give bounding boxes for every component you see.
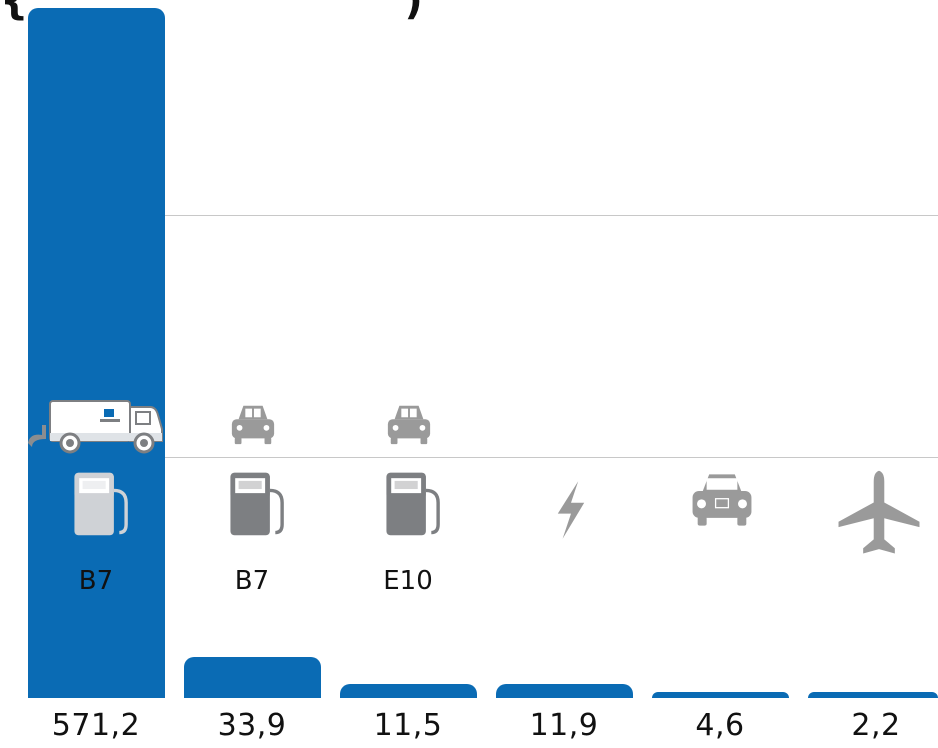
- car-icon: [387, 405, 430, 445]
- bar: [340, 684, 477, 698]
- category-label: B7: [234, 566, 270, 596]
- bar: [28, 8, 165, 698]
- value-label: 2,2: [851, 708, 901, 743]
- value-label: 11,9: [529, 708, 599, 743]
- fuel-pump-icon: [385, 472, 440, 536]
- value-label: 571,2: [51, 708, 141, 743]
- fuel-pump-icon: [229, 472, 284, 536]
- value-label: 33,9: [217, 708, 287, 743]
- category-label: E10: [383, 566, 433, 596]
- fuel-pump-icon: [73, 472, 128, 536]
- truck-icon: [28, 400, 163, 454]
- bar: [184, 657, 321, 698]
- value-label: 11,5: [373, 708, 443, 743]
- bar: [808, 692, 938, 698]
- gridline: [165, 457, 938, 458]
- airplane-icon: [838, 470, 919, 554]
- bar: [496, 684, 633, 698]
- bar: [652, 692, 789, 698]
- company-car-icon: [692, 474, 751, 526]
- lightning-icon: [557, 481, 584, 539]
- value-label: 4,6: [695, 708, 745, 743]
- gridline: [165, 215, 938, 216]
- car-icon: [231, 405, 274, 445]
- category-label: B7: [78, 566, 114, 596]
